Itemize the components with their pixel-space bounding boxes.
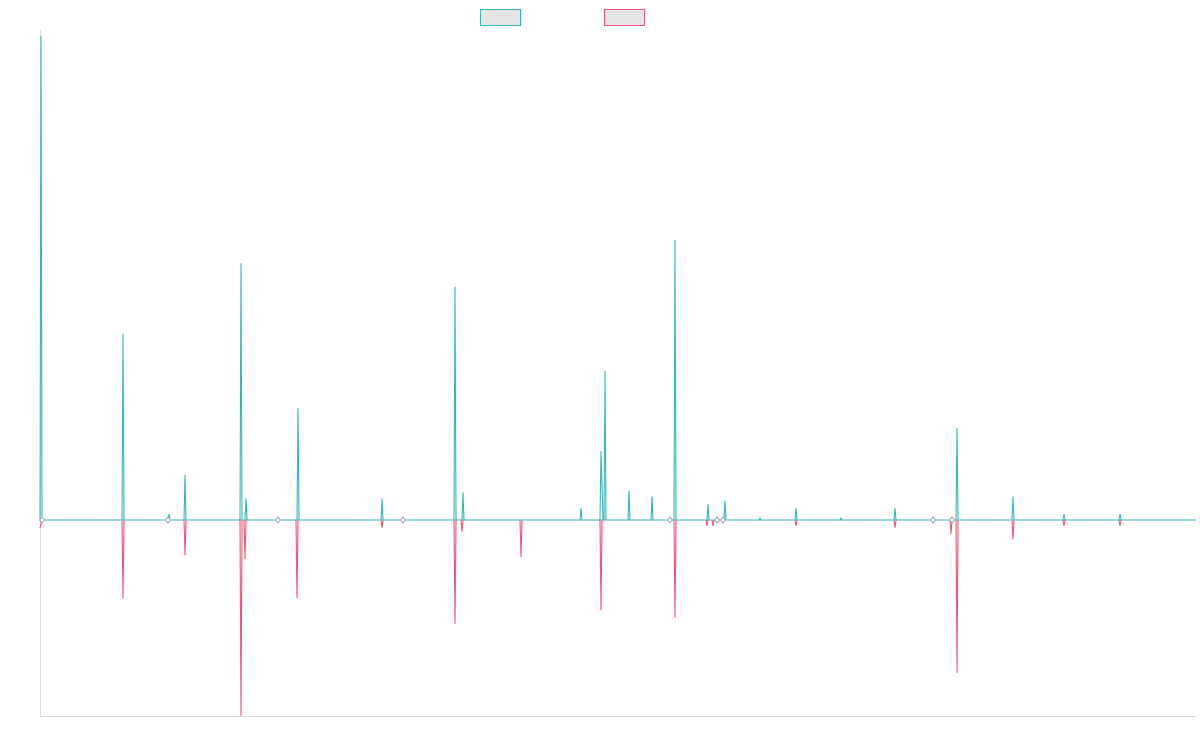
- baseline-marker-5: [666, 516, 674, 524]
- legend-swatch-series-2[interactable]: [604, 9, 645, 26]
- legend-swatch-series-1[interactable]: [480, 9, 521, 26]
- marker-layer: [38, 516, 956, 524]
- baseline-marker-7: [719, 516, 727, 524]
- series-layer: [39, 35, 1196, 717]
- baseline-marker-8: [929, 516, 937, 524]
- baseline-marker-2: [164, 516, 172, 524]
- series-2-line: [39, 519, 1196, 717]
- baseline-marker-6: [713, 516, 721, 524]
- baseline-marker-3: [274, 516, 282, 524]
- baseline-marker-4: [399, 516, 407, 524]
- series-1-line: [39, 35, 1196, 521]
- baseline-marker-1: [38, 516, 46, 524]
- baseline-marker-9: [948, 516, 956, 524]
- chart-legend[interactable]: [480, 9, 645, 26]
